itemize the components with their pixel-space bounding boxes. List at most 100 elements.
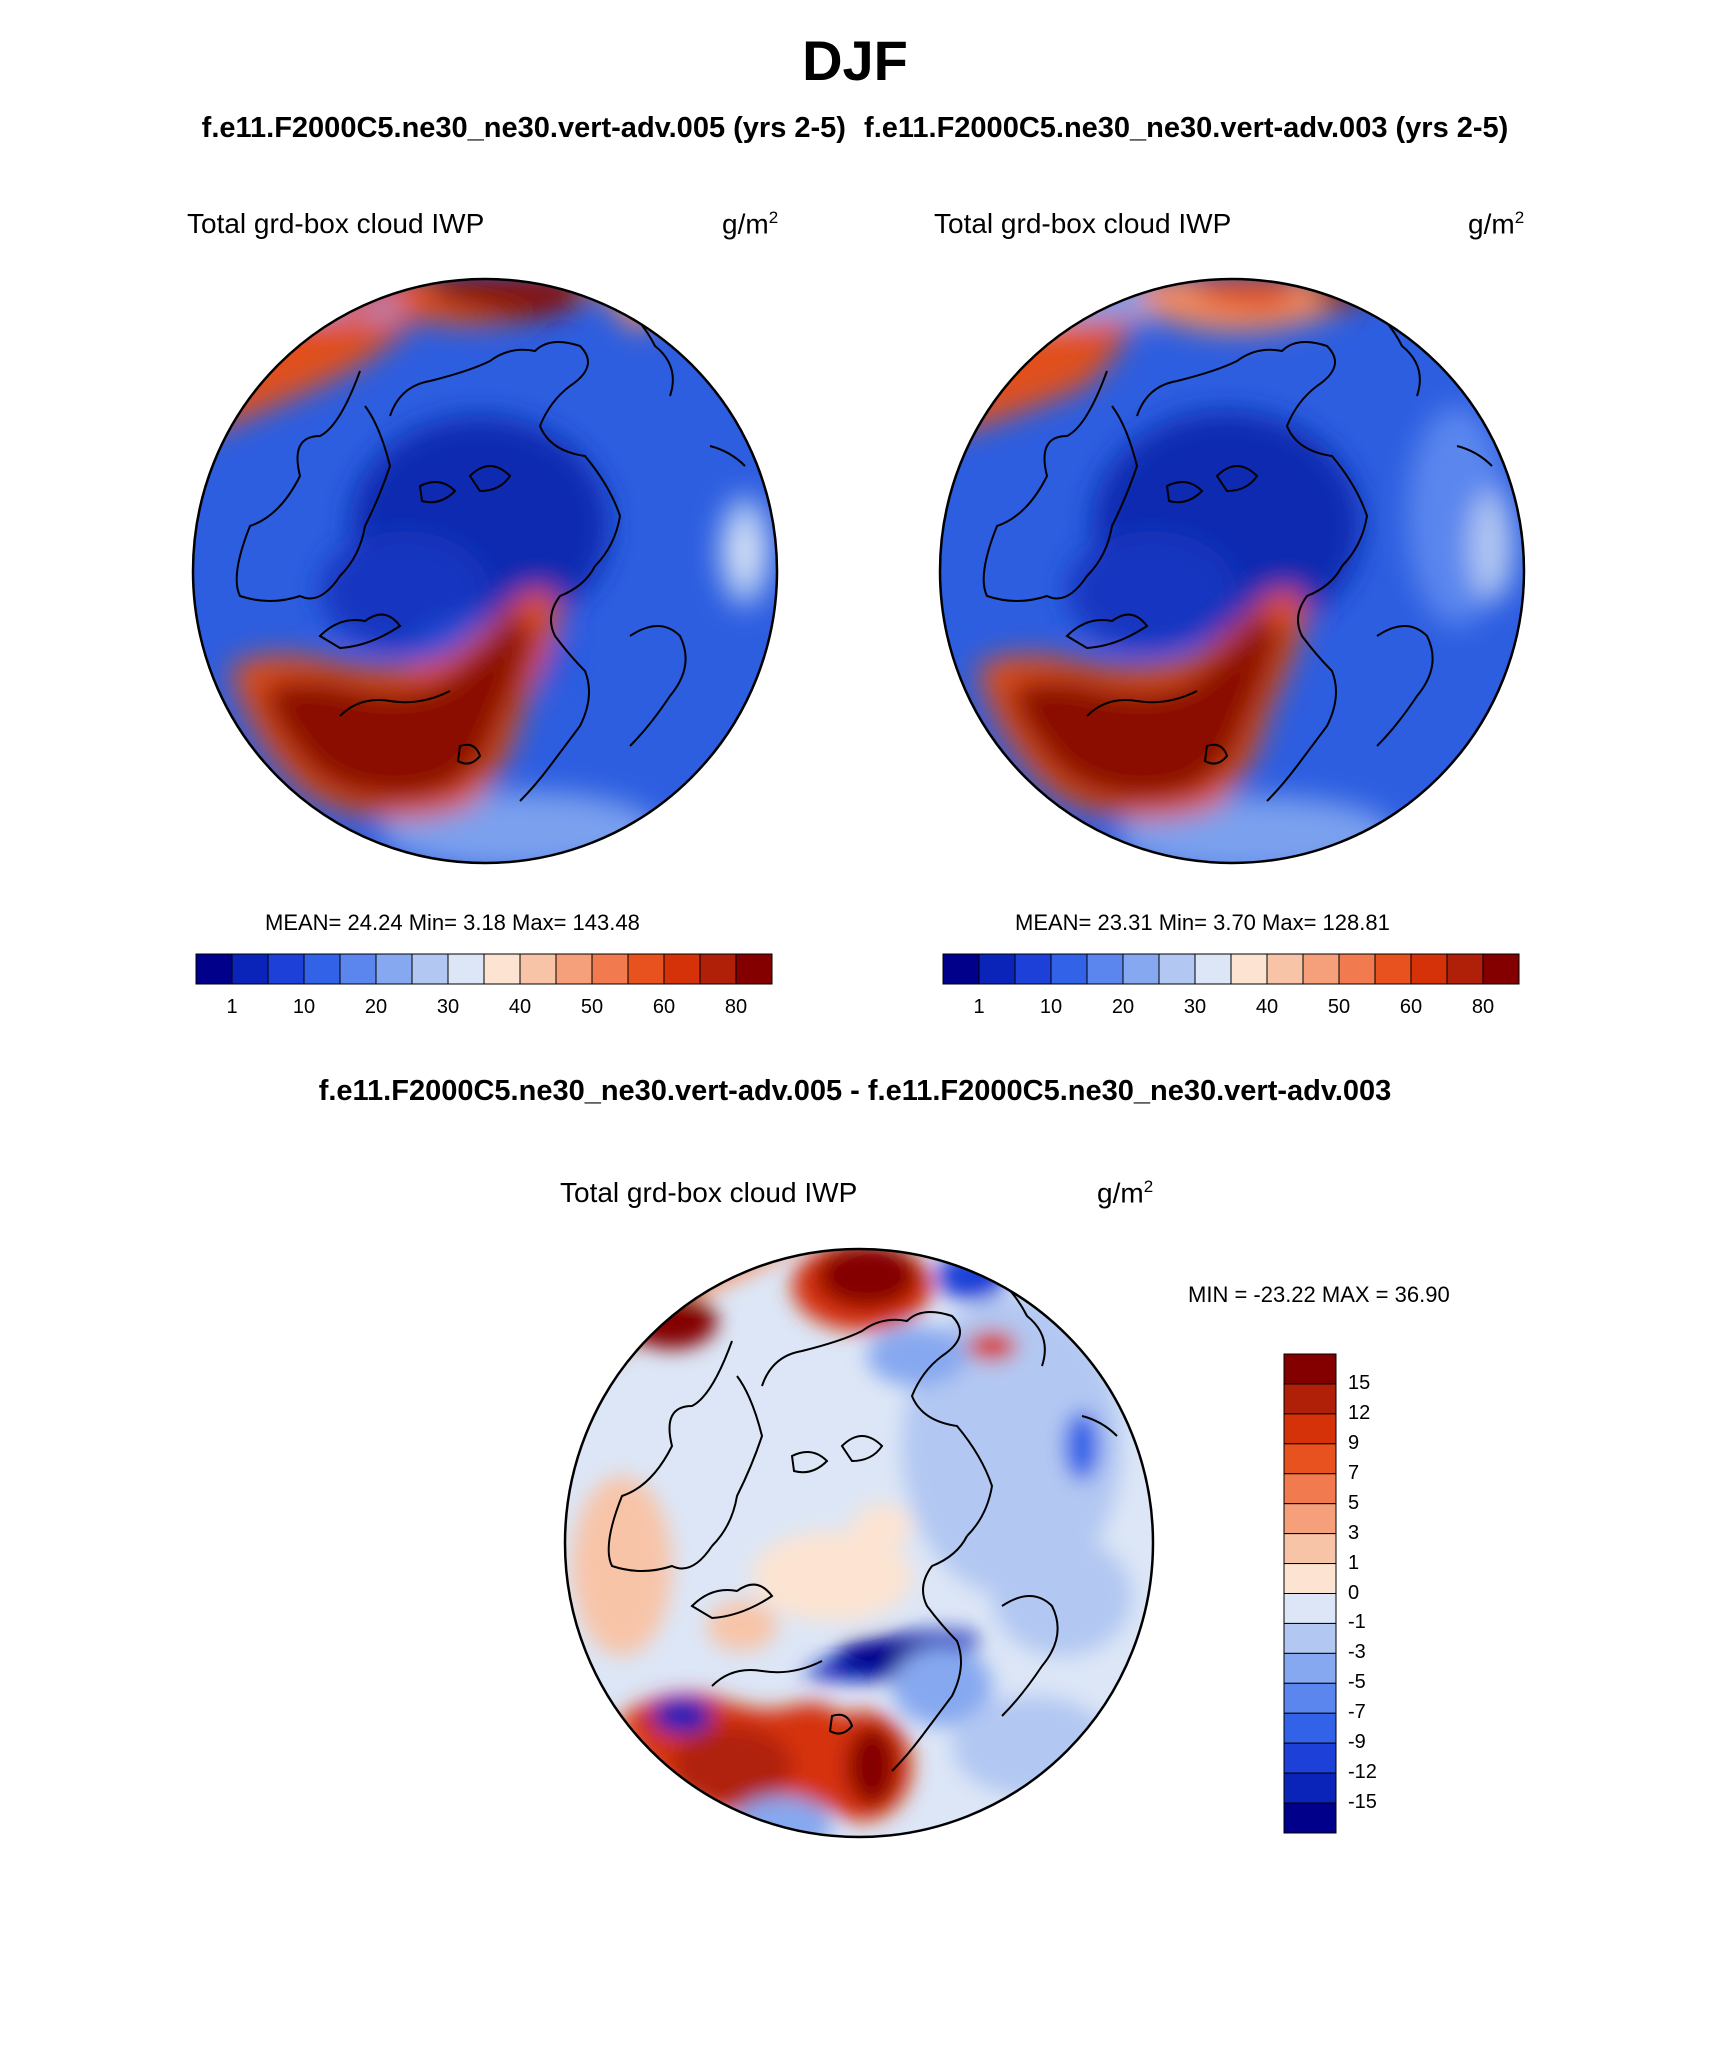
- p1-label: 1: [226, 996, 238, 1018]
- diff-swatch-13: [1283, 1742, 1337, 1774]
- diff-colorbar-label: 1: [1348, 1551, 1360, 1574]
- p2-swatch-4: [1086, 953, 1124, 985]
- diff-colorbar-label: 5: [1348, 1491, 1360, 1514]
- diff-colorbar: [1283, 1353, 1337, 1834]
- difference-title: f.e11.F2000C5.ne30_ne30.vert-adv.005 - f…: [318, 1075, 1392, 1107]
- diff-units: g/m2: [1097, 1177, 1154, 1209]
- diff-colorbar-label: -15: [1348, 1791, 1377, 1814]
- p1-swatch-0: [195, 953, 233, 985]
- diff-swatch-12: [1283, 1712, 1337, 1744]
- diff-variable-title: Total grd-box cloud IWP: [560, 1177, 858, 1208]
- p1-swatch-12: [627, 953, 665, 985]
- diff-colorbar-label: 7: [1348, 1461, 1360, 1484]
- diff-swatch-14: [1283, 1772, 1337, 1804]
- p2-swatch-12: [1374, 953, 1412, 985]
- p1-label: 60: [652, 996, 676, 1018]
- diff-colorbar-label: 3: [1348, 1521, 1360, 1544]
- p2-swatch-10: [1302, 953, 1340, 985]
- p2-label: 80: [1471, 996, 1495, 1018]
- p1-label: 40: [508, 996, 532, 1018]
- diff-swatch-9: [1283, 1622, 1337, 1654]
- diff-colorbar-label: -3: [1348, 1641, 1366, 1664]
- p1-swatch-7: [447, 953, 485, 985]
- diff-colorbar-label: -7: [1348, 1701, 1366, 1724]
- p2-label: 50: [1327, 996, 1351, 1018]
- diff-colorbar-label: 15: [1348, 1371, 1371, 1394]
- p1-label: 80: [724, 996, 748, 1018]
- p2-label: 10: [1039, 996, 1063, 1018]
- diff-colorbar-label: -12: [1348, 1761, 1377, 1784]
- diff-swatch-10: [1283, 1652, 1337, 1684]
- panel2-variable-title: Total grd-box cloud IWP: [934, 208, 1232, 239]
- p2-swatch-6: [1158, 953, 1196, 985]
- p2-label: 20: [1111, 996, 1135, 1018]
- p2-swatch-11: [1338, 953, 1376, 985]
- p2-label: 30: [1183, 996, 1207, 1018]
- panel2-field: [940, 279, 1524, 863]
- diff-colorbar-label: 9: [1348, 1431, 1360, 1454]
- panel1-colorbar: [195, 953, 773, 985]
- p2-swatch-9: [1266, 953, 1304, 985]
- diff-swatch-5: [1283, 1503, 1337, 1535]
- diff-swatch-0: [1283, 1353, 1337, 1385]
- p2-swatch-14: [1446, 953, 1484, 985]
- p2-swatch-13: [1410, 953, 1448, 985]
- p1-swatch-13: [663, 953, 701, 985]
- panel1-stats: MEAN= 24.24 Min= 3.18 Max= 143.48: [265, 910, 640, 935]
- p1-label: 50: [580, 996, 604, 1018]
- panel2-colorbar: [942, 953, 1520, 985]
- diff-polar-map: [563, 1247, 1155, 1839]
- diff-colorbar-label: 0: [1348, 1581, 1360, 1604]
- panel2-units: g/m2: [1468, 208, 1525, 240]
- p1-label: 10: [292, 996, 316, 1018]
- diff-swatch-1: [1283, 1383, 1337, 1415]
- diff-swatch-11: [1283, 1682, 1337, 1714]
- diff-swatch-15: [1283, 1802, 1337, 1834]
- p2-label: 1: [973, 996, 985, 1018]
- p2-swatch-2: [1014, 953, 1052, 985]
- panel2-polar-map: [938, 277, 1526, 865]
- p2-label: 60: [1399, 996, 1423, 1018]
- p1-swatch-3: [303, 953, 341, 985]
- case-title-1: f.e11.F2000C5.ne30_ne30.vert-adv.005 (yr…: [201, 112, 846, 144]
- p1-swatch-9: [519, 953, 557, 985]
- p2-swatch-5: [1122, 953, 1160, 985]
- diff-colorbar-label: -5: [1348, 1671, 1366, 1694]
- p1-swatch-5: [375, 953, 413, 985]
- p1-swatch-10: [555, 953, 593, 985]
- diff-swatch-2: [1283, 1413, 1337, 1445]
- diff-swatch-7: [1283, 1563, 1337, 1594]
- p1-swatch-8: [483, 953, 521, 985]
- p2-swatch-8: [1230, 953, 1268, 985]
- panel2-colorbar-labels: 1 10 20 30 40 50 60 80: [943, 996, 1519, 1024]
- p2-swatch-15: [1482, 953, 1520, 985]
- panel1-units: g/m2: [722, 208, 779, 240]
- diff-stats: MIN = -23.22 MAX = 36.90: [1188, 1282, 1450, 1307]
- diff-swatch-8: [1283, 1593, 1337, 1624]
- p1-label: 20: [364, 996, 388, 1018]
- p2-swatch-7: [1194, 953, 1232, 985]
- p1-swatch-1: [231, 953, 269, 985]
- diff-coastlines: [607, 1265, 1118, 1772]
- p1-swatch-14: [699, 953, 737, 985]
- panel1-variable-title: Total grd-box cloud IWP: [187, 208, 485, 239]
- page-title: DJF: [802, 29, 908, 92]
- diff-colorbar-label: 12: [1348, 1401, 1371, 1424]
- case-title-2: f.e11.F2000C5.ne30_ne30.vert-adv.003 (yr…: [864, 112, 1509, 144]
- panel1-polar-map: [191, 277, 779, 865]
- p2-label: 40: [1255, 996, 1279, 1018]
- p1-swatch-6: [411, 953, 449, 985]
- diff-colorbar-labels: 15 12 9 7 5 3 1 0 -1 -3 -5 -7 -9 -12 -15: [1348, 1354, 1408, 1833]
- p1-label: 30: [436, 996, 460, 1018]
- panel2-stats: MEAN= 23.31 Min= 3.70 Max= 128.81: [1015, 910, 1390, 935]
- p1-swatch-11: [591, 953, 629, 985]
- p1-swatch-2: [267, 953, 305, 985]
- diff-colorbar-label: -9: [1348, 1731, 1366, 1754]
- p2-swatch-1: [978, 953, 1016, 985]
- diff-swatch-3: [1283, 1443, 1337, 1475]
- p1-swatch-15: [735, 953, 773, 985]
- p2-swatch-3: [1050, 953, 1088, 985]
- panel1-colorbar-labels: 1 10 20 30 40 50 60 80: [196, 996, 772, 1024]
- diff-swatch-6: [1283, 1533, 1337, 1565]
- p2-swatch-0: [942, 953, 980, 985]
